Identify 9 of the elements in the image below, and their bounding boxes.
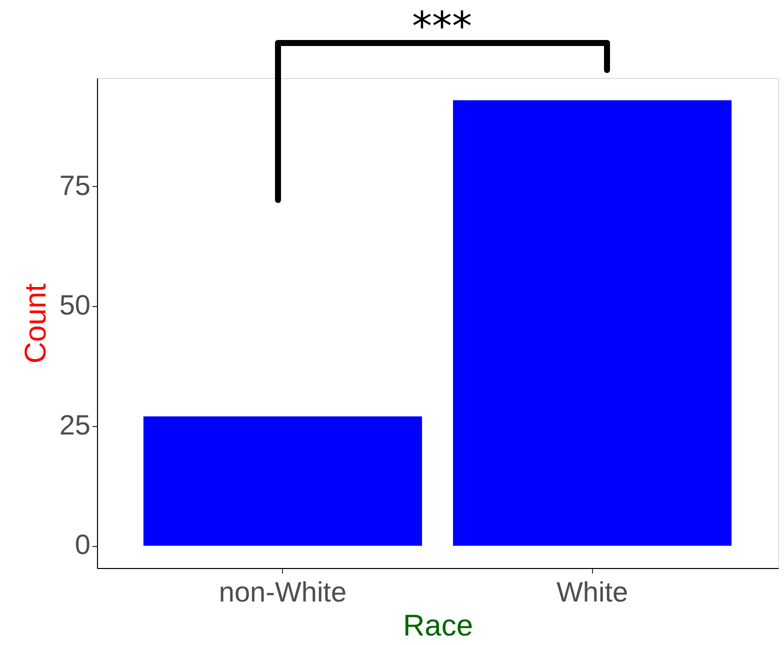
y-axis-title: Count — [19, 282, 52, 364]
x-tick-label: White — [556, 576, 628, 608]
x-axis-title: Race — [402, 610, 474, 642]
y-tick-label: 50 — [59, 290, 90, 321]
y-tick-label: 0 — [74, 529, 90, 560]
text: *** — [412, 4, 472, 50]
x-tick-label: non-White — [218, 576, 347, 608]
y-tick-label: 25 — [59, 409, 90, 440]
y-tick-label: 75 — [59, 170, 90, 201]
